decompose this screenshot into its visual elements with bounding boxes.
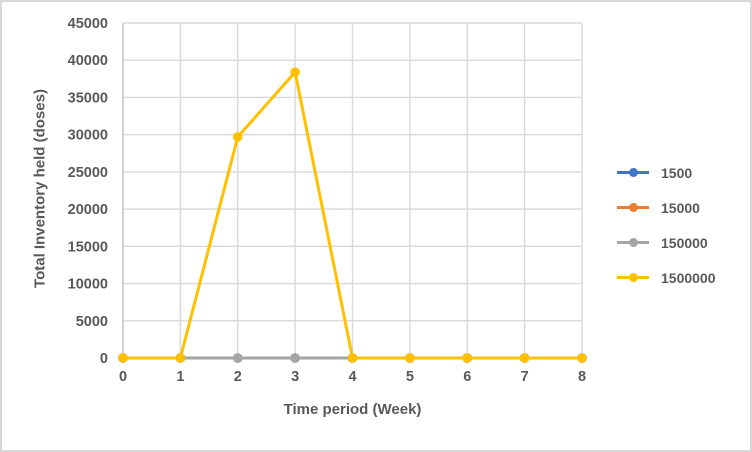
legend-label: 150000 [661,234,708,251]
x-tick-label: 3 [291,369,299,385]
series-marker-1500000 [118,353,128,363]
series-marker-1500000 [462,353,473,363]
x-tick-label: 2 [234,369,242,385]
legend-dot [628,273,638,282]
x-tick-label: 5 [406,369,414,385]
legend-item-1500000: 1500000 [617,260,716,295]
x-axis-title: Time period (Week) [283,401,422,418]
legend-label: 1500 [661,164,693,181]
series-marker-1500000 [290,67,300,77]
y-axis-title: Total Inventory held (doses) [31,89,49,288]
legend-item-150000: 150000 [617,225,716,260]
y-tick-label: 30000 [68,128,108,144]
x-tick-label: 6 [463,369,471,385]
x-tick-label: 0 [119,369,127,385]
series-marker-1500000 [405,353,415,363]
series-marker-1500000 [577,353,587,363]
series-marker-150000 [290,353,300,363]
series-marker-1500000 [347,353,358,363]
y-tick-label: 5000 [76,314,108,330]
y-tick-label: 35000 [68,90,108,106]
series-marker-1500000 [232,132,243,142]
y-tick-label: 45000 [68,16,108,32]
legend-label: 15000 [661,199,700,216]
legend-marker-icon [617,273,649,283]
x-tick-label: 7 [521,369,529,385]
series-marker-1500000 [519,353,530,363]
y-tick-label: 0 [100,351,108,367]
legend-item-15000: 15000 [617,190,716,225]
legend-dot [628,238,638,247]
x-tick-label: 1 [176,369,184,385]
series-marker-1500000 [175,353,186,363]
legend-item-1500: 1500 [617,155,716,190]
y-tick-label: 15000 [68,239,108,255]
legend: 1500 15000 150000 1500000 [617,155,716,295]
legend-dot [628,203,638,212]
legend-marker-icon [617,168,649,178]
y-tick-label: 25000 [68,165,108,181]
x-tick-label: 8 [578,369,586,385]
legend-label: 1500000 [661,269,716,286]
series-marker-150000 [232,353,243,363]
legend-dot [628,168,638,177]
y-tick-label: 10000 [68,277,108,293]
legend-marker-icon [617,238,649,248]
y-tick-label: 20000 [68,202,108,218]
legend-marker-icon [617,203,649,213]
y-tick-label: 40000 [68,53,108,69]
x-tick-label: 4 [348,369,356,385]
